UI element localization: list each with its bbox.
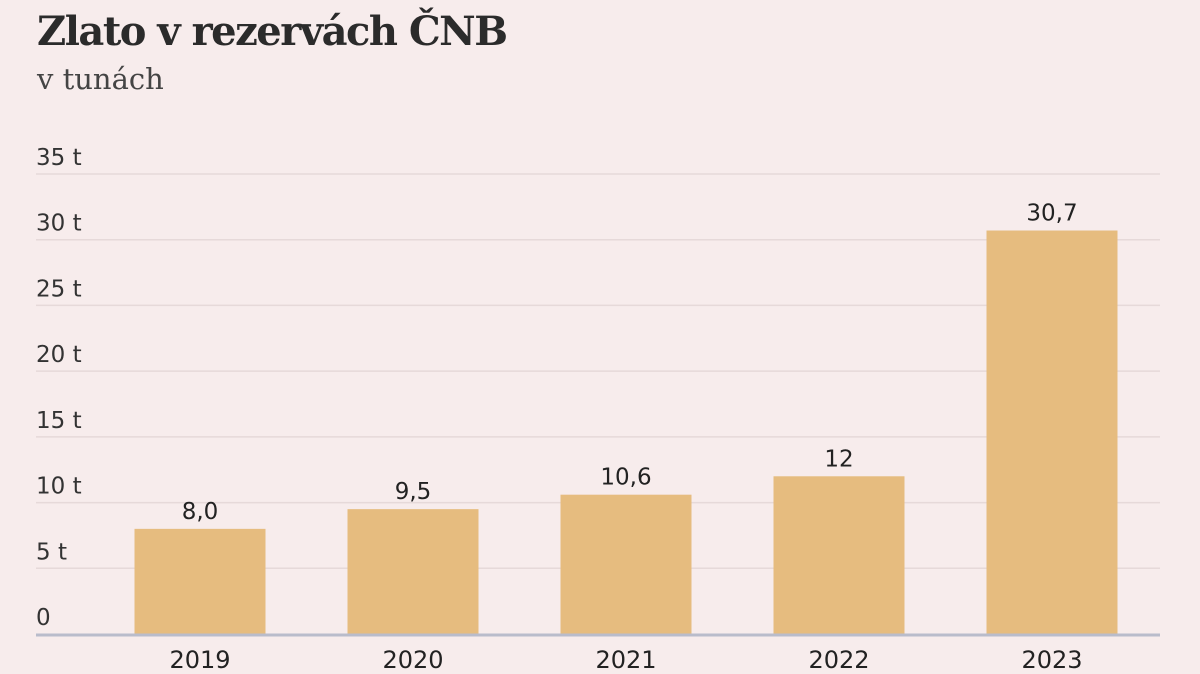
y-tick-label: 30 t: [36, 211, 82, 237]
x-tick-label: 2021: [595, 646, 656, 674]
value-label: 12: [824, 446, 853, 472]
bar-2020: [347, 509, 479, 634]
value-label: 8,0: [182, 499, 219, 525]
bar-2023: [986, 230, 1118, 634]
x-tick-label: 2022: [808, 646, 869, 674]
x-tick-label: 2019: [169, 646, 230, 674]
value-label: 30,7: [1026, 201, 1077, 227]
bar-2021: [560, 494, 692, 634]
value-label: 10,6: [600, 465, 651, 491]
y-tick-label: 20 t: [36, 342, 82, 368]
y-tick-label: 15 t: [36, 408, 82, 434]
x-tick-label: 2020: [382, 646, 443, 674]
y-tick-label: 35 t: [36, 145, 82, 171]
value-label: 9,5: [395, 479, 432, 505]
x-tick-label: 2023: [1021, 646, 1082, 674]
bar-2022: [773, 476, 905, 634]
y-tick-label: 25 t: [36, 276, 82, 302]
y-tick-label: 0: [36, 605, 51, 631]
chart-title: Zlato v rezervách ČNB: [37, 8, 508, 55]
y-tick-label: 5 t: [36, 539, 67, 565]
bar-2019: [134, 528, 266, 634]
chart-subtitle: v tunách: [37, 62, 164, 96]
y-tick-label: 10 t: [36, 474, 82, 500]
